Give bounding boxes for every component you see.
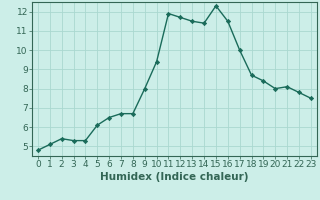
X-axis label: Humidex (Indice chaleur): Humidex (Indice chaleur) (100, 172, 249, 182)
